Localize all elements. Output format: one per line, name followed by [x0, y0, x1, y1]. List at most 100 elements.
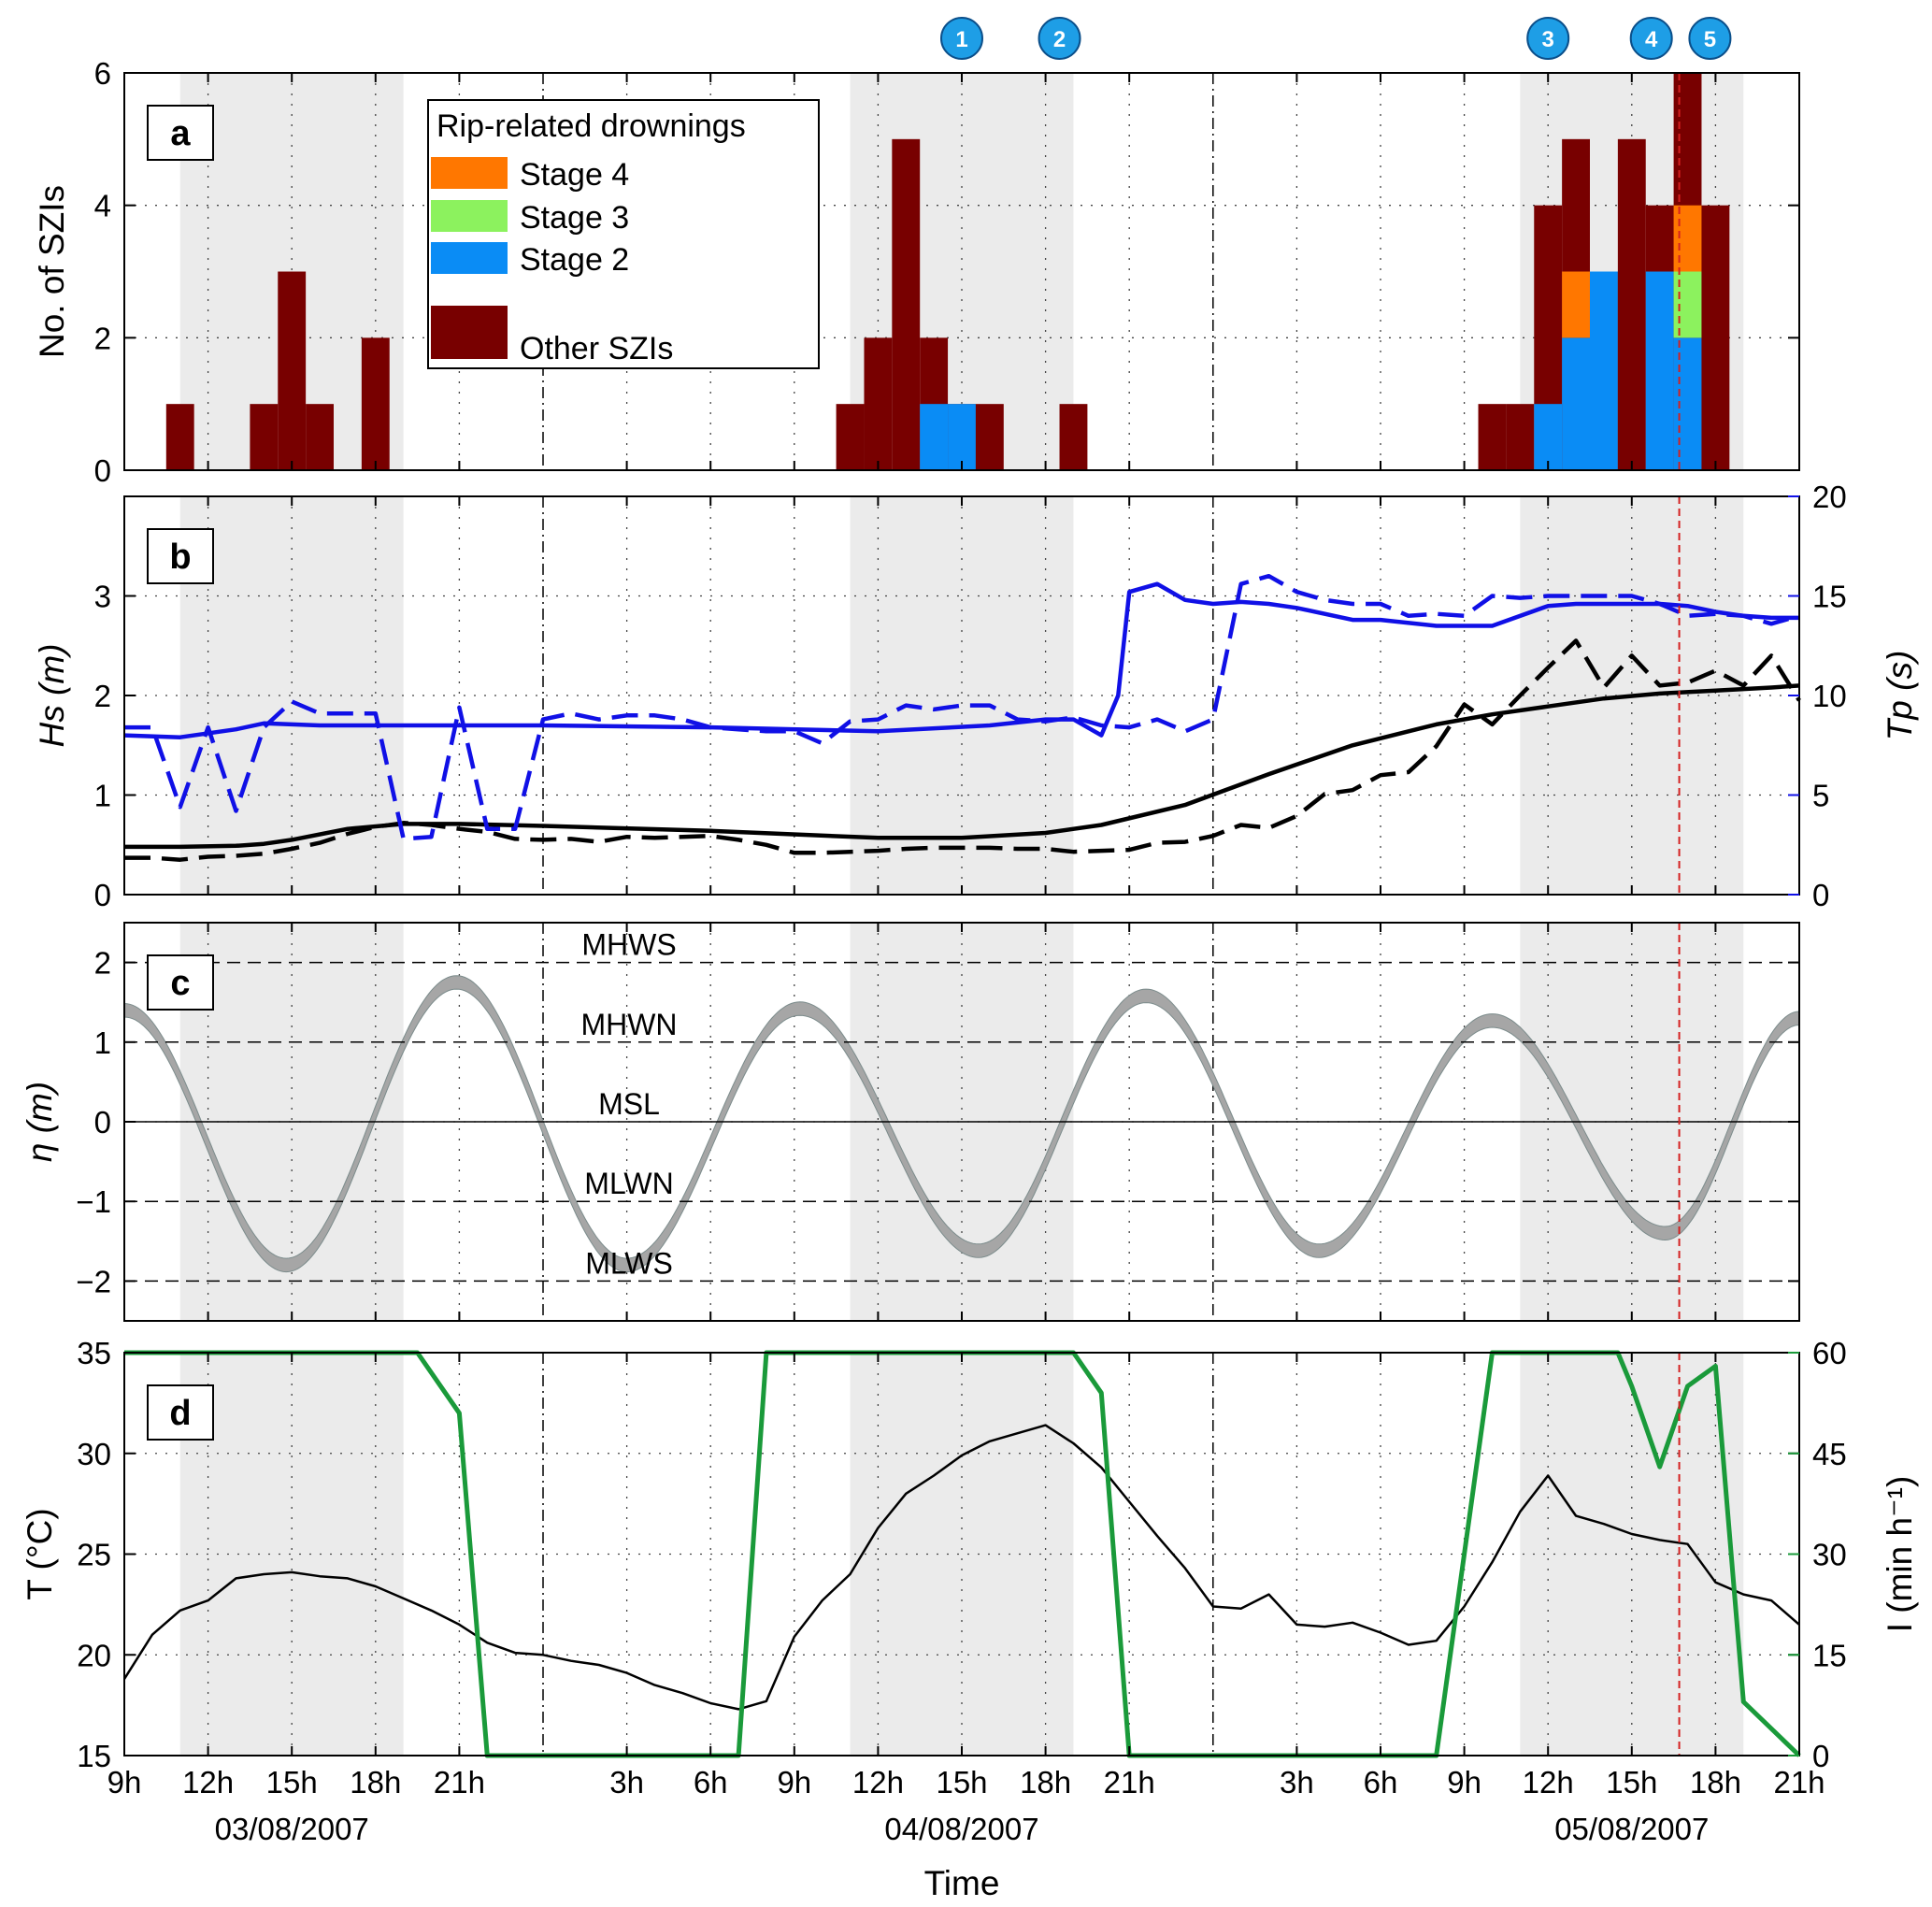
- other-szi-bar: [250, 404, 279, 470]
- y-tick-label: 0: [94, 1105, 111, 1140]
- event-marker-label: 5: [1704, 27, 1716, 52]
- legend-entry: Stage 3: [520, 200, 629, 236]
- y-tick-label: 35: [77, 1336, 111, 1370]
- x-tick-label: 15h: [266, 1765, 318, 1799]
- x-tick-label: 15h: [936, 1765, 987, 1799]
- y2-tick-label: 60: [1812, 1336, 1847, 1370]
- other-szi-bar: [864, 337, 893, 470]
- panel-label-box: [147, 1384, 214, 1441]
- panel-label: b: [169, 538, 191, 577]
- other-szi-bar: [278, 271, 307, 470]
- legend-entry: Other SZIs: [520, 331, 673, 366]
- y-tick-label: 1: [94, 1025, 111, 1060]
- tide-reference-label: MSL: [598, 1087, 660, 1121]
- y-tick-label: 2: [94, 946, 111, 981]
- stage2-bar: [948, 404, 976, 470]
- y2-axis-label: Tp (s): [1881, 651, 1919, 741]
- panel-b-wave-conditions: 0 1 2 3 0 5 10 15 20 b Hs (m) Tp (s): [33, 480, 1919, 912]
- stage2-bar: [1562, 337, 1590, 470]
- other-szi-bar: [1617, 138, 1646, 471]
- legend-swatch-stage-4: [431, 157, 508, 189]
- y2-tick-label: 15: [1812, 1638, 1847, 1672]
- y-axis-label: No. of SZIs: [33, 185, 71, 358]
- event-marker: [1526, 17, 1570, 60]
- x-axis-label: Time: [924, 1864, 1000, 1902]
- event-marker-label: 3: [1542, 27, 1554, 52]
- y-tick-label: 25: [77, 1538, 111, 1572]
- y2-axis-label: I (min h⁻¹): [1881, 1476, 1919, 1633]
- y-tick-label: 0: [94, 453, 111, 488]
- stage2-bar: [1673, 337, 1702, 470]
- y-tick-label: 1: [94, 779, 111, 813]
- panel-label: a: [170, 114, 191, 153]
- event-marker: [1629, 17, 1673, 60]
- other-szi-bar: [306, 404, 334, 470]
- y-tick-label: 30: [77, 1437, 111, 1471]
- other-szi-bar: [1059, 404, 1088, 470]
- y2-tick-label: 30: [1812, 1538, 1847, 1572]
- y2-tick-label: 10: [1812, 679, 1847, 713]
- other-szi-bar: [892, 138, 921, 471]
- event-marker-label: 2: [1053, 27, 1066, 52]
- daylight-shading: [1520, 1353, 1744, 1756]
- other-szi-bar: [836, 404, 865, 470]
- event-marker: [940, 17, 983, 60]
- stage4-bar: [1673, 205, 1702, 272]
- x-tick-label: 9h: [777, 1765, 811, 1799]
- hs-offshore-line: [124, 638, 1801, 862]
- x-tick-label: 3h: [609, 1765, 644, 1799]
- y-tick-label: 3: [94, 580, 111, 614]
- y-tick-label: 0: [94, 878, 111, 912]
- panel-d-temperature-sunshine: 15 20 25 30 35 0 15 30 45 60 d T (°C) I (min h⁻¹): [21, 1336, 1919, 1773]
- y-tick-label: 15: [77, 1739, 111, 1773]
- y2-tick-label: 20: [1812, 480, 1847, 514]
- daylight-shading: [850, 496, 1074, 895]
- y-tick-label: −2: [76, 1264, 111, 1298]
- tp-offshore-line: [124, 573, 1800, 841]
- y-axis-label: T (°C): [21, 1508, 59, 1599]
- x-tick-label: 12h: [1523, 1765, 1574, 1799]
- y2-tick-label: 0: [1812, 878, 1829, 912]
- y-tick-label: 2: [94, 679, 111, 713]
- tide-reference-label: MLWS: [585, 1246, 673, 1280]
- panel-label: c: [170, 964, 190, 1003]
- event-marker-label: 1: [955, 27, 967, 52]
- panel-a-szi-histogram: 0 2 4 6 a Rip-related drownings Stage 4 Stage 3…: [33, 17, 1800, 488]
- temperature-line: [122, 1424, 1800, 1711]
- x-tick-label: 18h: [350, 1765, 401, 1799]
- daylight-shading: [850, 1353, 1074, 1756]
- x-tick-label: 6h: [694, 1765, 728, 1799]
- x-tick-label: 3h: [1280, 1765, 1314, 1799]
- tp-nearshore-line: [123, 581, 1799, 739]
- x-tick-label: 6h: [1364, 1765, 1398, 1799]
- y2-tick-label: 0: [1812, 1739, 1829, 1773]
- x-tick-label: 18h: [1690, 1765, 1741, 1799]
- x-tick-label: 9h: [107, 1765, 142, 1799]
- date-label: 05/08/2007: [1554, 1812, 1709, 1846]
- x-tick-label: 18h: [1020, 1765, 1071, 1799]
- legend-title: Rip-related drownings: [436, 108, 746, 144]
- stage2-bar: [1534, 404, 1563, 470]
- legend-swatch-other-szis: [431, 306, 508, 359]
- date-label: 03/08/2007: [215, 1812, 369, 1846]
- legend-swatch-stage-2: [431, 242, 508, 274]
- panel-label-box: [147, 105, 214, 161]
- date-label: 04/08/2007: [884, 1812, 1038, 1846]
- y-tick-label: 2: [94, 321, 111, 355]
- y2-tick-label: 15: [1812, 580, 1847, 614]
- event-marker: [1038, 17, 1081, 60]
- legend-entry: Stage 4: [520, 157, 629, 193]
- stage4-bar: [1562, 271, 1590, 338]
- legend: Rip-related drownings Stage 4 Stage 3 Stage…: [427, 99, 820, 369]
- hs-nearshore-line: [124, 683, 1800, 850]
- tide-reference-label: MHWS: [581, 928, 676, 962]
- other-szi-bar: [1506, 404, 1535, 470]
- x-tick-label: 21h: [1773, 1765, 1825, 1799]
- other-szi-bar: [1701, 205, 1730, 470]
- other-szi-bar: [975, 404, 1004, 470]
- stage2-bar: [1590, 271, 1618, 470]
- stage2-bar: [920, 404, 949, 470]
- y2-tick-label: 45: [1812, 1437, 1847, 1471]
- tide-reference-label: MLWN: [584, 1167, 673, 1200]
